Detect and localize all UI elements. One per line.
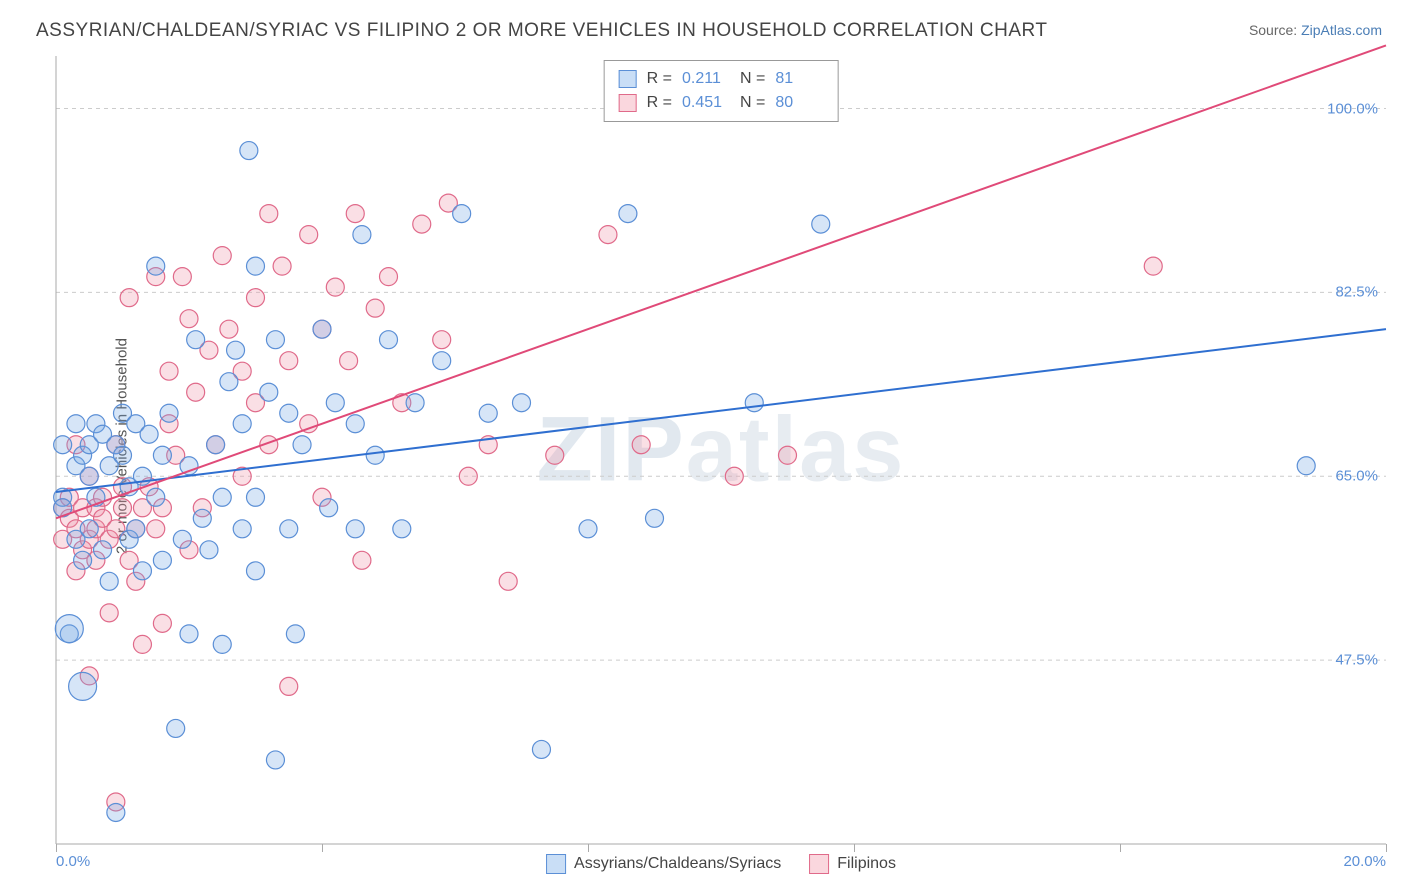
source-label: Source:: [1249, 22, 1297, 38]
swatch-pink-icon: [619, 94, 637, 112]
legend-item-1: Assyrians/Chaldeans/Syriacs: [546, 854, 781, 874]
stats-r1: 0.211: [682, 67, 730, 91]
x-tick-mark: [854, 844, 855, 852]
legend-label-2: Filipinos: [837, 855, 896, 873]
x-tick-mark: [1120, 844, 1121, 852]
y-tick-label: 82.5%: [1335, 284, 1378, 301]
x-tick-mark: [1386, 844, 1387, 852]
x-tick-label: 20.0%: [1343, 853, 1386, 870]
stats-row-1: R = 0.211 N = 81: [619, 67, 824, 91]
chart-title: ASSYRIAN/CHALDEAN/SYRIAC VS FILIPINO 2 O…: [36, 20, 1048, 42]
source-attribution: Source: ZipAtlas.com: [1249, 22, 1382, 38]
stats-legend-box: R = 0.211 N = 81 R = 0.451 N = 80: [604, 60, 839, 122]
legend-label-1: Assyrians/Chaldeans/Syriacs: [574, 855, 781, 873]
stats-n2: 80: [775, 91, 823, 115]
chart-area: ZIPatlas R = 0.211 N = 81 R = 0.451 N = …: [56, 56, 1386, 844]
swatch-blue-icon: [619, 70, 637, 88]
stats-r2: 0.451: [682, 91, 730, 115]
stats-n1: 81: [775, 67, 823, 91]
swatch-blue-icon: [546, 854, 566, 874]
stats-row-2: R = 0.451 N = 80: [619, 91, 824, 115]
legend-item-2: Filipinos: [809, 854, 896, 874]
x-tick-mark: [56, 844, 57, 852]
y-tick-label: 47.5%: [1335, 652, 1378, 669]
stats-n-label: N =: [740, 91, 765, 115]
stats-r-label: R =: [647, 67, 672, 91]
y-tick-label: 65.0%: [1335, 468, 1378, 485]
source-link[interactable]: ZipAtlas.com: [1301, 22, 1382, 38]
stats-r-label: R =: [647, 91, 672, 115]
x-tick-mark: [588, 844, 589, 852]
x-tick-mark: [322, 844, 323, 852]
swatch-pink-icon: [809, 854, 829, 874]
plot-region: ZIPatlas R = 0.211 N = 81 R = 0.451 N = …: [56, 56, 1386, 844]
x-tick-label: 0.0%: [56, 853, 90, 870]
stats-n-label: N =: [740, 67, 765, 91]
plot-svg: [56, 56, 1386, 844]
bottom-legend: Assyrians/Chaldeans/Syriacs Filipinos: [546, 854, 896, 874]
y-tick-label: 100.0%: [1327, 100, 1378, 117]
